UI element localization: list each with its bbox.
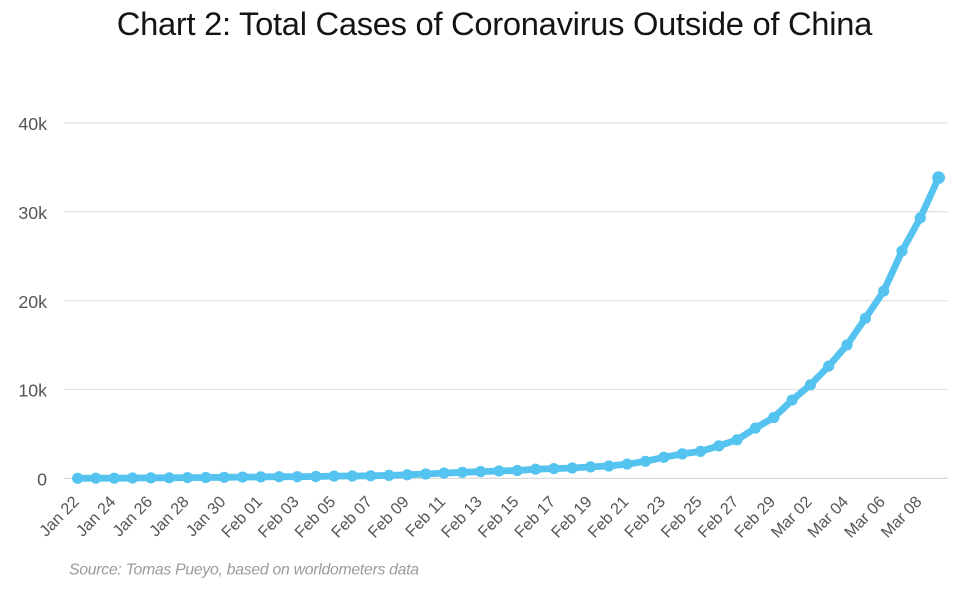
svg-text:20k: 20k — [18, 292, 47, 312]
svg-text:Chart 2: Total Cases of Corona: Chart 2: Total Cases of Coronavirus Outs… — [117, 5, 873, 42]
svg-text:0: 0 — [37, 470, 47, 490]
svg-text:30k: 30k — [18, 203, 47, 223]
svg-text:Source: Tomas Pueyo, based on: Source: Tomas Pueyo, based on worldomete… — [69, 562, 419, 579]
svg-text:10k: 10k — [18, 381, 47, 401]
svg-text:40k: 40k — [18, 114, 47, 134]
